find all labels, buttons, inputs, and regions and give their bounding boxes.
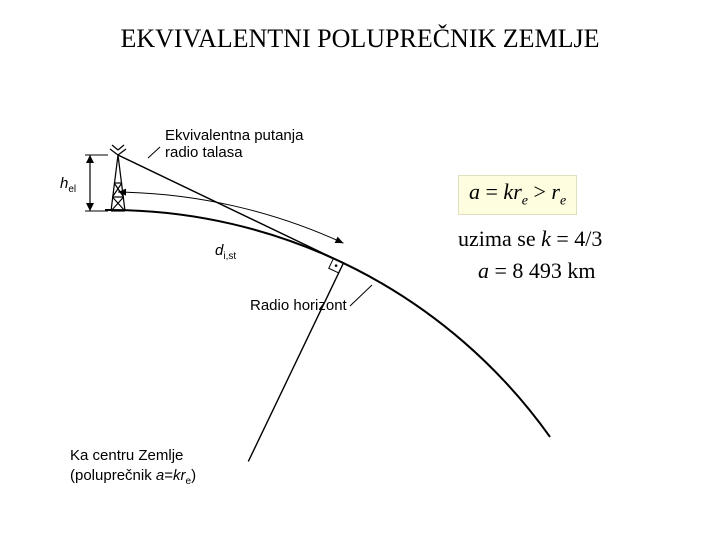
horizon-label: Radio horizont (250, 297, 348, 314)
ray-path (118, 155, 343, 263)
radio-horizon-diagram: hel Ekvivalentna putanja radio talasa di… (60, 110, 580, 510)
transmitter-tower (110, 145, 126, 211)
page-title: EKVIVALENTNI POLUPREČNIK ZEMLJE (0, 24, 720, 54)
formula-box: a = kre > re (458, 175, 577, 215)
path-label-1: Ekvivalentna putanja (165, 127, 304, 144)
distance-arc (118, 192, 343, 243)
radial-line (248, 263, 343, 461)
text-k-value: uzima se k = 4/3 (458, 226, 602, 252)
path-label-2: radio talasa (165, 144, 243, 161)
slide: EKVIVALENTNI POLUPREČNIK ZEMLJE hel Ekvi… (0, 0, 720, 540)
center-label-2: (poluprečnik a=kre) (70, 467, 196, 487)
center-label-1: Ka centru Zemlje (70, 447, 183, 464)
hel-label: hel (60, 175, 76, 195)
right-angle-dot (335, 264, 338, 267)
text-a-value: a = 8 493 km (478, 258, 596, 284)
dist-label: di,st (215, 242, 236, 262)
height-marker (85, 155, 108, 211)
